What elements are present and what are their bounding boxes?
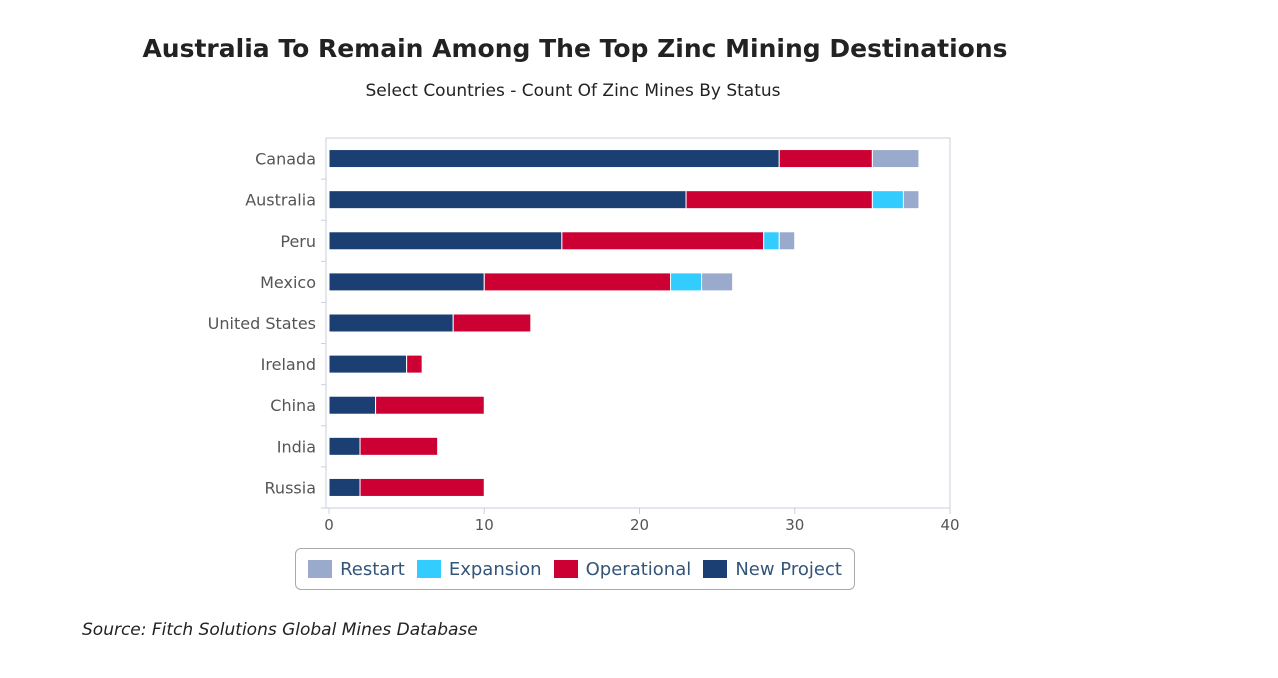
x-tick-label: 10 [475, 516, 494, 534]
bar-segment-restart [871, 149, 920, 169]
x-tick-label: 40 [940, 516, 959, 534]
category-label: United States [208, 314, 316, 333]
bar-segment-restart [902, 190, 920, 210]
bar-segment-new-project [328, 436, 361, 456]
legend-item[interactable]: Operational [553, 558, 692, 580]
plot-frame [325, 137, 951, 509]
category-label: Ireland [261, 355, 316, 374]
category-label: Australia [245, 191, 316, 210]
legend-swatch [308, 560, 333, 578]
bar-segment-operational [483, 272, 672, 292]
bar-segment-new-project [328, 477, 361, 497]
category-label: India [277, 437, 316, 456]
legend-swatch [703, 560, 728, 578]
bar-segment-operational [359, 477, 485, 497]
bar-segment-new-project [328, 354, 408, 374]
bar-segment-operational [685, 190, 873, 210]
bar-segment-expansion [670, 272, 703, 292]
legend-item[interactable]: New Project [703, 559, 842, 580]
bar-segment-new-project [328, 149, 780, 169]
bar-segment-restart [778, 231, 796, 251]
legend-label: Expansion [448, 558, 542, 580]
chart-title: Australia To Remain Among The Top Zinc M… [142, 34, 1008, 63]
bar-segment-new-project [328, 313, 454, 333]
legend-label: Restart [340, 558, 405, 580]
bar-segment-new-project [328, 190, 687, 210]
legend-swatch [416, 560, 441, 578]
legend-swatch [553, 560, 578, 578]
legend-label: Operational [585, 558, 692, 580]
x-tick-label: 0 [324, 516, 334, 534]
category-label: Peru [280, 232, 316, 251]
bar-segment-operational [778, 149, 873, 169]
bar-segment-operational [359, 436, 439, 456]
bar-segment-restart [701, 272, 734, 292]
category-label: Russia [265, 478, 316, 497]
bar-segment-operational [406, 354, 423, 374]
legend-item[interactable]: Restart [308, 559, 405, 580]
bar-segment-new-project [328, 231, 563, 251]
bar-segment-new-project [328, 395, 377, 415]
bar-segment-operational [452, 313, 532, 333]
x-tick-label: 30 [785, 516, 804, 534]
legend-label: New Project [735, 558, 842, 580]
bar-segment-new-project [328, 272, 485, 292]
legend: Restart Expansion Operational New Project [295, 548, 855, 590]
bar-segment-expansion [763, 231, 780, 251]
chart-subtitle: Select Countries - Count Of Zinc Mines B… [365, 81, 781, 101]
bar-segment-operational [561, 231, 765, 251]
x-tick-label: 20 [630, 516, 649, 534]
category-label: Canada [255, 150, 316, 169]
source-note: Source: Fitch Solutions Global Mines Dat… [82, 620, 478, 640]
bar-segment-expansion [871, 190, 904, 210]
bar-segment-operational [375, 395, 485, 415]
category-label: China [270, 396, 316, 415]
category-label: Mexico [260, 273, 316, 292]
legend-item[interactable]: Expansion [416, 558, 542, 580]
